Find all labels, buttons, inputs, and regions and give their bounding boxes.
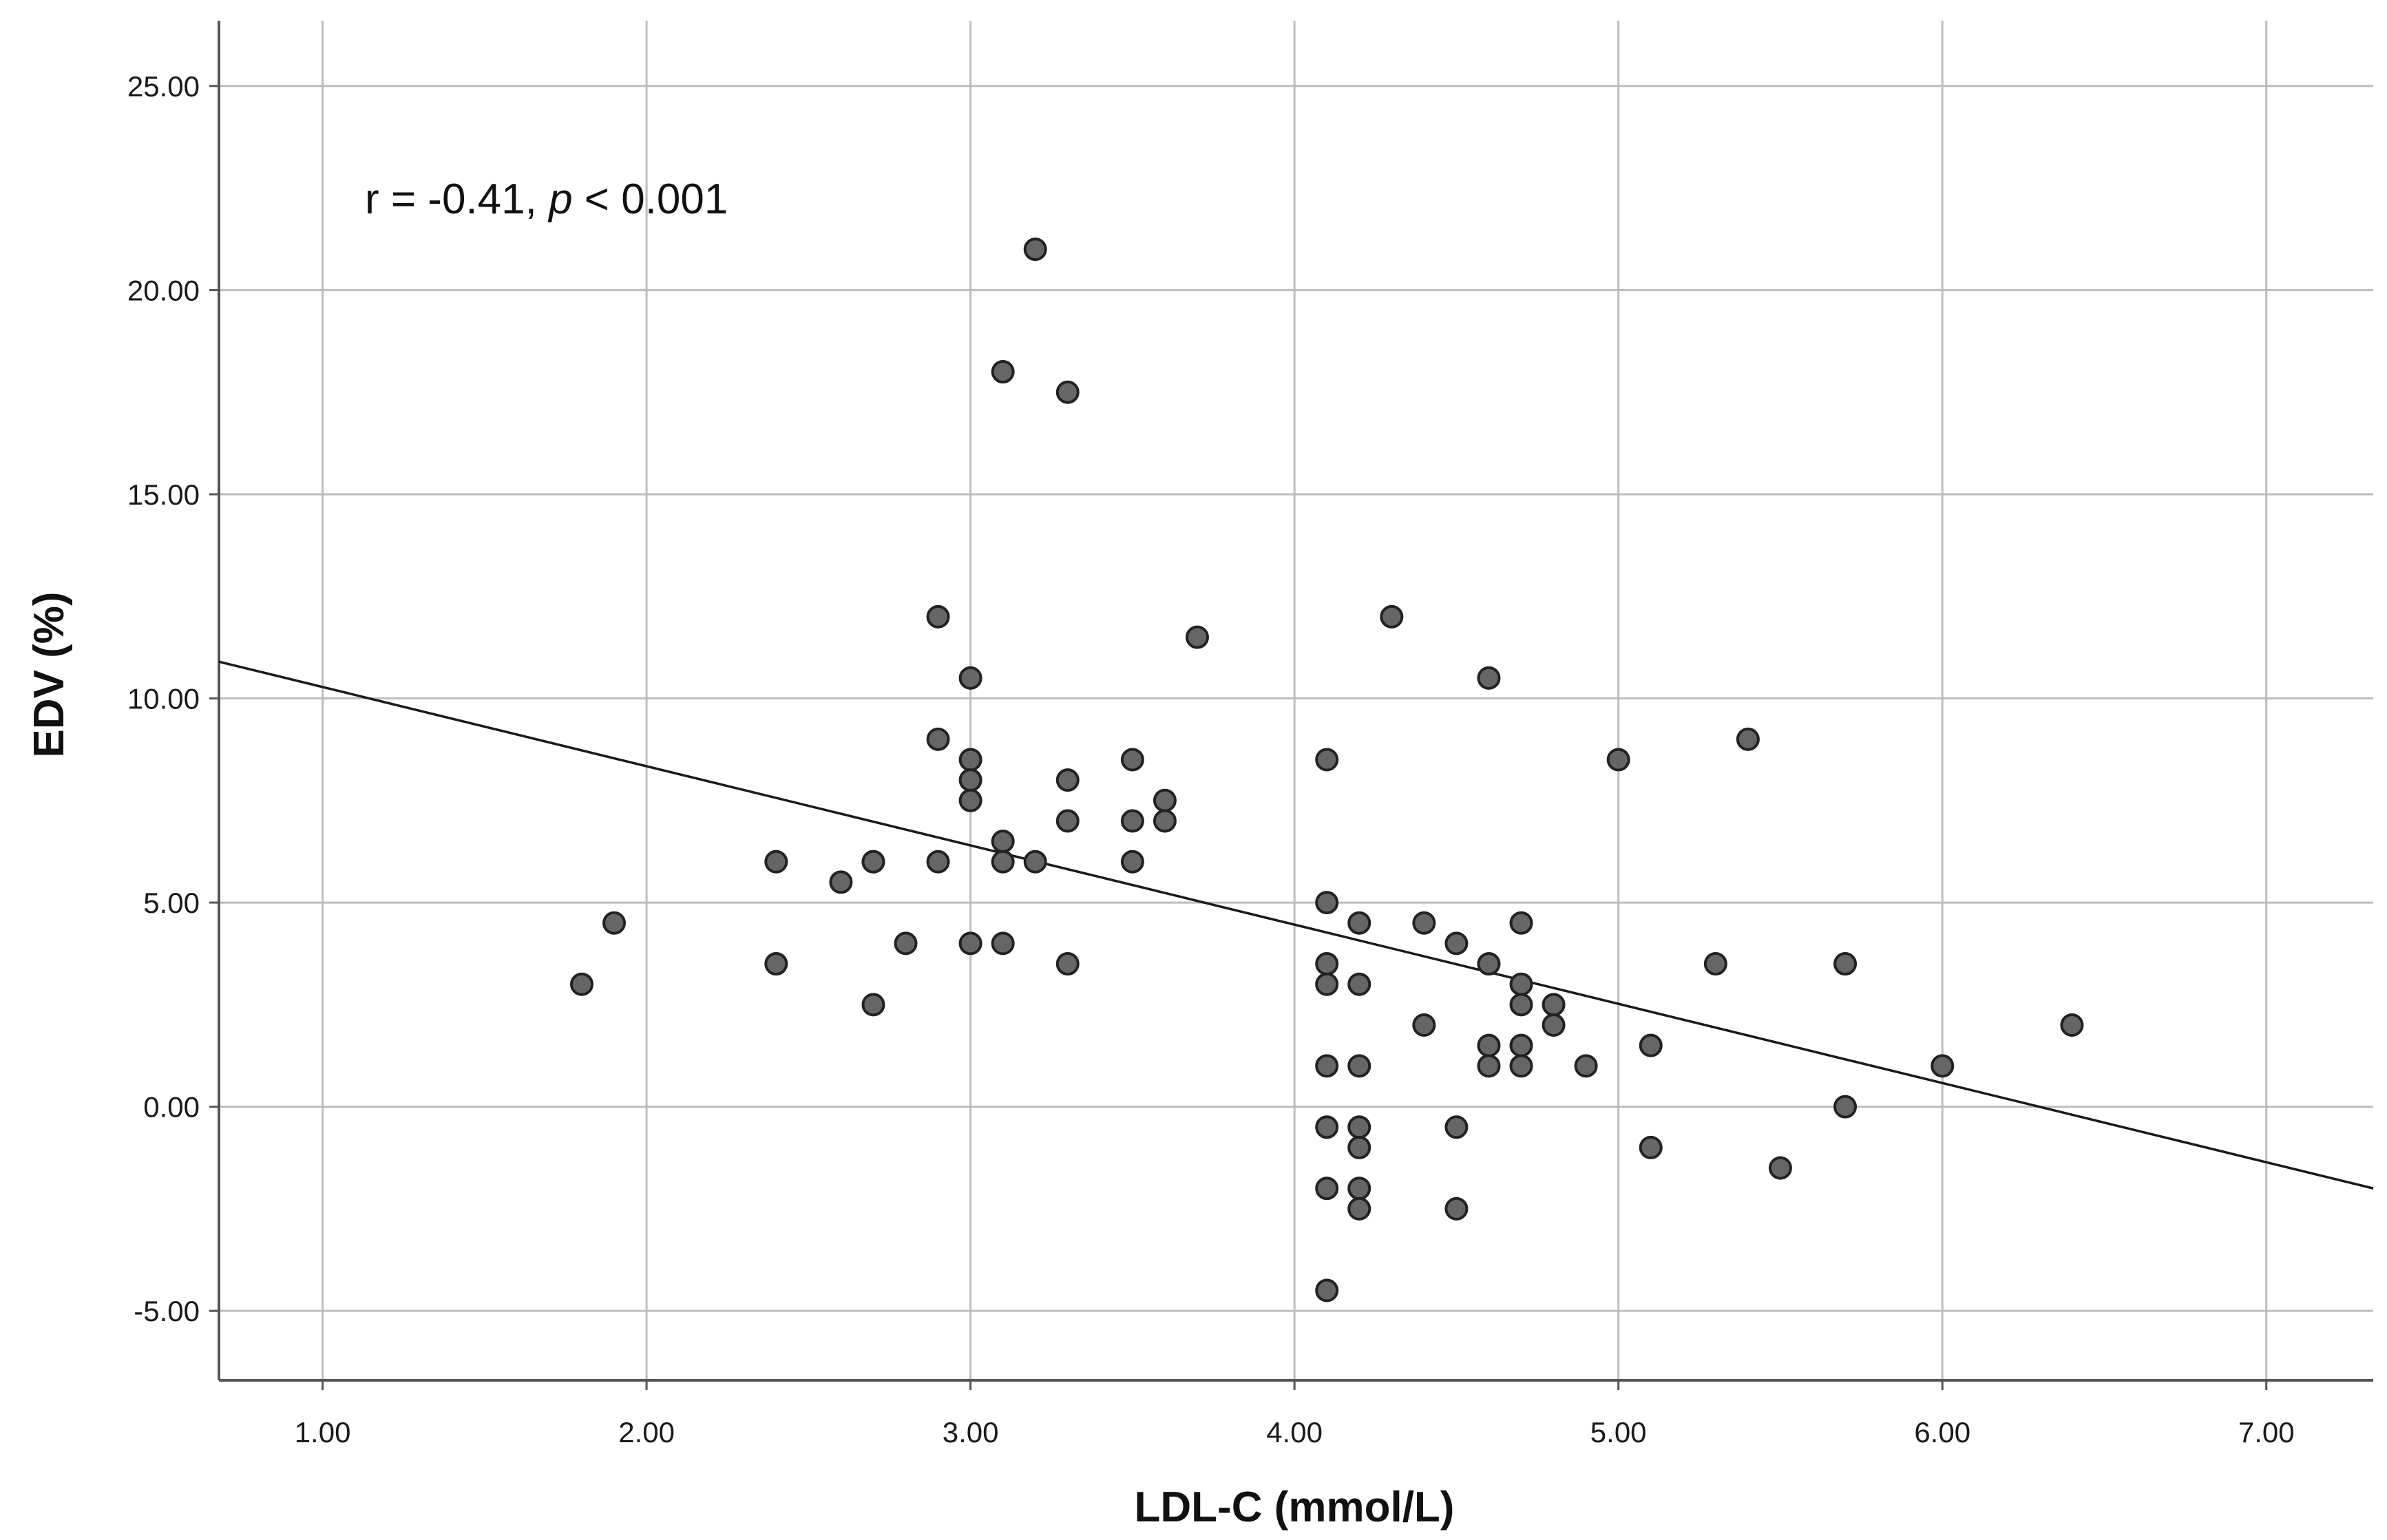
- data-point: [1347, 1135, 1371, 1159]
- data-point: [1055, 952, 1080, 976]
- x-tick-label: 1.00: [295, 1416, 351, 1448]
- x-tick-label: 6.00: [1914, 1416, 1970, 1448]
- data-point: [926, 604, 950, 629]
- x-tick-label: 2.00: [618, 1416, 675, 1448]
- data-points: [569, 238, 2084, 1302]
- data-point: [764, 952, 788, 976]
- data-point: [1477, 1033, 1501, 1057]
- data-point: [1477, 666, 1501, 690]
- data-point: [1023, 238, 1047, 262]
- data-point: [1347, 972, 1371, 996]
- data-point: [1768, 1156, 1792, 1180]
- data-point: [1347, 1115, 1371, 1139]
- data-point: [1315, 1115, 1339, 1139]
- data-point: [1542, 1013, 1566, 1037]
- data-point: [1023, 850, 1047, 874]
- data-point: [1185, 625, 1209, 649]
- data-point: [1509, 993, 1533, 1017]
- data-point: [1315, 1054, 1339, 1078]
- data-point: [1055, 768, 1080, 792]
- data-point: [958, 788, 982, 812]
- data-point: [991, 830, 1015, 854]
- data-point: [1606, 748, 1630, 772]
- data-point: [1542, 993, 1566, 1017]
- data-point: [958, 931, 982, 956]
- data-point: [991, 850, 1015, 874]
- data-point: [926, 727, 950, 751]
- data-point: [991, 931, 1015, 956]
- data-point: [1055, 380, 1080, 404]
- y-tick-label: 10.00: [127, 683, 200, 715]
- data-point: [1347, 911, 1371, 935]
- data-point: [1833, 952, 1858, 976]
- data-point: [1444, 931, 1469, 956]
- data-point: [1315, 952, 1339, 976]
- data-point: [1380, 604, 1404, 629]
- data-point: [1477, 952, 1501, 976]
- correlation-annotation: r = -0.41, p < 0.001: [365, 176, 728, 223]
- data-point: [602, 911, 627, 935]
- axes: [209, 21, 2373, 1390]
- y-tick-label: 15.00: [127, 478, 200, 511]
- data-point: [1120, 809, 1144, 833]
- regression-line: [218, 660, 2374, 1190]
- data-point: [1477, 1054, 1501, 1078]
- data-point: [1509, 1054, 1533, 1078]
- data-point: [926, 850, 950, 874]
- y-tick-label: 20.00: [127, 274, 200, 306]
- data-point: [1315, 891, 1339, 915]
- data-point: [958, 748, 982, 772]
- x-axis-title: LDL-C (mmol/L): [1135, 1484, 1455, 1531]
- data-point: [569, 972, 593, 996]
- x-tick-label: 7.00: [2238, 1416, 2295, 1448]
- y-tick-label: 5.00: [143, 887, 200, 919]
- data-point: [1412, 1013, 1436, 1037]
- data-point: [1509, 911, 1533, 935]
- data-point: [764, 850, 788, 874]
- data-point: [1055, 809, 1080, 833]
- y-tick-label: 25.00: [127, 70, 200, 103]
- regression-line-group: [218, 660, 2374, 1190]
- data-point: [958, 666, 982, 690]
- data-point: [1153, 788, 1177, 812]
- data-point: [958, 768, 982, 792]
- data-point: [2060, 1013, 2084, 1037]
- data-point: [861, 993, 885, 1017]
- x-tick-label: 4.00: [1266, 1416, 1323, 1448]
- data-point: [1639, 1033, 1663, 1057]
- data-point: [1833, 1095, 1858, 1119]
- data-point: [1574, 1054, 1598, 1078]
- data-point: [1315, 748, 1339, 772]
- x-tick-label: 3.00: [943, 1416, 999, 1448]
- data-point: [1509, 972, 1533, 996]
- data-point: [1931, 1054, 1955, 1078]
- data-point: [861, 850, 885, 874]
- data-point: [1120, 748, 1144, 772]
- data-point: [1736, 727, 1760, 751]
- data-point: [1315, 1278, 1339, 1302]
- data-point: [1509, 1033, 1533, 1057]
- y-axis-title: EDV (%): [25, 591, 73, 757]
- data-point: [1444, 1196, 1469, 1221]
- data-point: [1315, 972, 1339, 996]
- tick-labels: 1.00 2.00 3.00 4.00 5.00 6.00 7.00 -5.00 0.00 5.0…: [127, 70, 2295, 1448]
- data-point: [1120, 850, 1144, 874]
- data-point: [1347, 1054, 1371, 1078]
- data-point: [1639, 1135, 1663, 1159]
- y-tick-label: 0.00: [143, 1091, 200, 1124]
- grid: [219, 21, 2373, 1380]
- y-tick-label: -5.00: [134, 1295, 200, 1327]
- data-point: [991, 360, 1015, 384]
- data-point: [1153, 809, 1177, 833]
- data-point: [894, 931, 918, 956]
- data-point: [1412, 911, 1436, 935]
- data-point: [1703, 952, 1727, 976]
- data-point: [829, 870, 853, 894]
- data-point: [1347, 1196, 1371, 1221]
- data-point: [1315, 1177, 1339, 1201]
- data-point: [1444, 1115, 1469, 1139]
- data-point: [1347, 1177, 1371, 1201]
- x-tick-label: 5.00: [1590, 1416, 1647, 1448]
